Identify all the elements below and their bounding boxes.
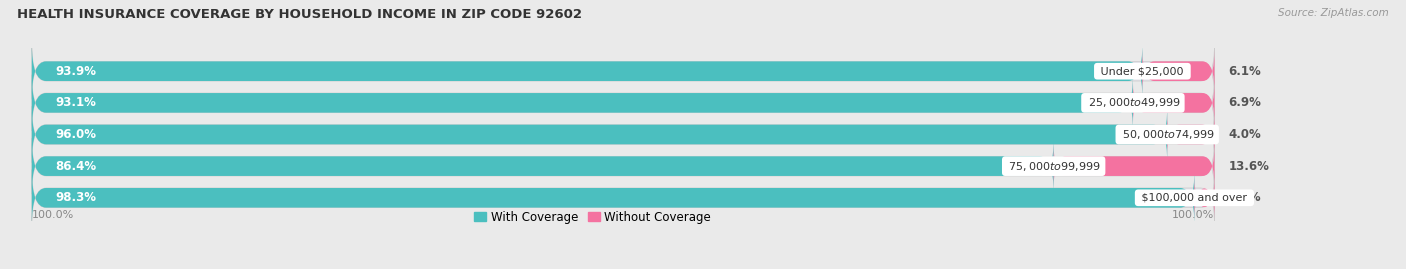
FancyBboxPatch shape bbox=[32, 106, 1167, 163]
Text: 100.0%: 100.0% bbox=[32, 210, 75, 220]
Text: 96.0%: 96.0% bbox=[55, 128, 97, 141]
Text: $100,000 and over: $100,000 and over bbox=[1139, 193, 1251, 203]
FancyBboxPatch shape bbox=[32, 43, 1215, 99]
Text: 100.0%: 100.0% bbox=[1173, 210, 1215, 220]
Text: 6.1%: 6.1% bbox=[1229, 65, 1261, 78]
Text: 1.7%: 1.7% bbox=[1229, 191, 1261, 204]
Text: 6.9%: 6.9% bbox=[1229, 96, 1261, 109]
Text: Source: ZipAtlas.com: Source: ZipAtlas.com bbox=[1278, 8, 1389, 18]
FancyBboxPatch shape bbox=[32, 106, 1215, 163]
FancyBboxPatch shape bbox=[1195, 176, 1215, 220]
FancyBboxPatch shape bbox=[32, 170, 1215, 226]
Text: 98.3%: 98.3% bbox=[55, 191, 97, 204]
Text: $75,000 to $99,999: $75,000 to $99,999 bbox=[1005, 160, 1102, 173]
Text: Under $25,000: Under $25,000 bbox=[1098, 66, 1188, 76]
FancyBboxPatch shape bbox=[32, 138, 1053, 194]
Text: 86.4%: 86.4% bbox=[55, 160, 97, 173]
FancyBboxPatch shape bbox=[1133, 81, 1215, 125]
Text: 13.6%: 13.6% bbox=[1229, 160, 1270, 173]
FancyBboxPatch shape bbox=[32, 43, 1143, 99]
FancyBboxPatch shape bbox=[32, 138, 1215, 194]
FancyBboxPatch shape bbox=[1053, 144, 1215, 188]
Text: $50,000 to $74,999: $50,000 to $74,999 bbox=[1119, 128, 1216, 141]
FancyBboxPatch shape bbox=[1143, 49, 1215, 93]
Text: $25,000 to $49,999: $25,000 to $49,999 bbox=[1084, 96, 1181, 109]
FancyBboxPatch shape bbox=[32, 75, 1133, 131]
FancyBboxPatch shape bbox=[1167, 113, 1215, 156]
Text: HEALTH INSURANCE COVERAGE BY HOUSEHOLD INCOME IN ZIP CODE 92602: HEALTH INSURANCE COVERAGE BY HOUSEHOLD I… bbox=[17, 8, 582, 21]
Text: 93.9%: 93.9% bbox=[55, 65, 97, 78]
Text: 93.1%: 93.1% bbox=[55, 96, 97, 109]
FancyBboxPatch shape bbox=[32, 75, 1215, 131]
Legend: With Coverage, Without Coverage: With Coverage, Without Coverage bbox=[470, 206, 716, 228]
Text: 4.0%: 4.0% bbox=[1229, 128, 1261, 141]
FancyBboxPatch shape bbox=[32, 170, 1195, 226]
